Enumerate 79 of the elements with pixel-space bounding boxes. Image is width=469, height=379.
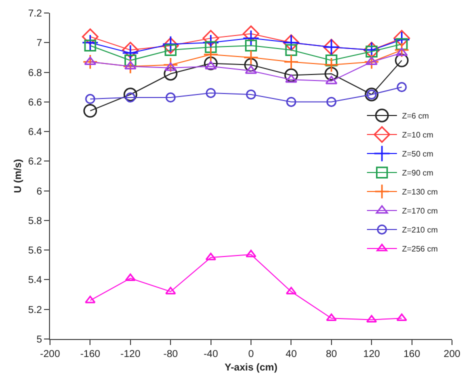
- point: [85, 94, 96, 104]
- y-tick-label: 6.2: [28, 156, 42, 168]
- y-tick-label: 6.8: [28, 68, 42, 79]
- point: [242, 25, 260, 42]
- x-tick-label: -40: [204, 349, 218, 360]
- legend-label: Z=50 cm: [402, 150, 434, 159]
- x-tick-label: 80: [326, 349, 338, 360]
- point: [83, 104, 98, 118]
- point: [125, 92, 136, 103]
- point: [325, 54, 338, 66]
- point: [162, 57, 178, 72]
- legend-label: Z=6 cm: [402, 112, 430, 121]
- legend-label: Z=90 cm: [402, 168, 434, 178]
- x-tick-label: 40: [286, 349, 298, 360]
- legend-label: Z=10 cm: [402, 130, 434, 140]
- point: [394, 42, 410, 58]
- y-axis-title: U (m/s): [13, 159, 24, 193]
- point: [82, 34, 99, 52]
- y-tick-label: 7.2: [28, 8, 42, 20]
- point: [122, 44, 139, 62]
- point: [396, 38, 408, 50]
- point: [286, 96, 296, 107]
- point: [124, 54, 136, 66]
- x-tick-label: 120: [363, 349, 380, 360]
- legend-label: Z=256 cm: [402, 244, 438, 254]
- point: [326, 96, 336, 107]
- y-tick-label: 5.6: [28, 246, 42, 257]
- point: [164, 62, 177, 71]
- point: [244, 58, 258, 72]
- point: [242, 30, 260, 47]
- point: [203, 46, 218, 62]
- point: [204, 41, 217, 54]
- point: [243, 50, 259, 66]
- y-tick-label: 6.4: [28, 127, 42, 138]
- point: [284, 54, 299, 70]
- point: [84, 40, 96, 52]
- legend-label: Z=130 cm: [402, 188, 438, 197]
- point: [324, 57, 340, 72]
- x-tick-label: 160: [403, 349, 421, 360]
- point: [394, 54, 409, 68]
- x-tick-label: 0: [248, 349, 254, 360]
- point: [166, 92, 176, 103]
- point: [124, 88, 138, 102]
- point: [325, 76, 338, 84]
- point: [245, 40, 257, 52]
- point: [396, 82, 407, 92]
- y-tick-label: 6.6: [28, 97, 42, 108]
- point: [246, 89, 256, 100]
- x-tick-label: -200: [40, 349, 60, 360]
- point: [122, 58, 138, 74]
- point: [202, 30, 220, 46]
- point: [366, 314, 377, 322]
- point: [206, 88, 216, 98]
- y-tick-label: 5.2: [28, 304, 42, 316]
- y-tick-label: 5: [36, 334, 42, 346]
- point: [285, 74, 298, 83]
- x-tick-label: 200: [444, 349, 461, 360]
- point: [364, 54, 380, 70]
- point: [165, 286, 176, 294]
- point: [204, 56, 218, 70]
- point: [164, 66, 178, 81]
- point: [396, 48, 408, 56]
- point: [285, 44, 298, 56]
- y-tick-label: 5.4: [28, 275, 42, 286]
- point: [284, 68, 298, 82]
- point: [82, 28, 98, 45]
- point: [82, 54, 98, 70]
- x-tick-label: -160: [80, 349, 101, 360]
- x-tick-label: -120: [120, 349, 141, 360]
- y-tick-label: 7: [36, 38, 42, 50]
- y-tick-label: 6: [36, 186, 42, 198]
- x-tick-label: -80: [163, 349, 178, 360]
- point: [246, 250, 256, 258]
- legend-label: Z=210 cm: [402, 226, 438, 235]
- point: [324, 66, 338, 81]
- y-tick-label: 5.8: [28, 216, 42, 227]
- legend-label: Z=170 cm: [402, 206, 438, 216]
- x-axis-title: Y-axis (cm): [224, 362, 278, 374]
- point: [122, 42, 139, 58]
